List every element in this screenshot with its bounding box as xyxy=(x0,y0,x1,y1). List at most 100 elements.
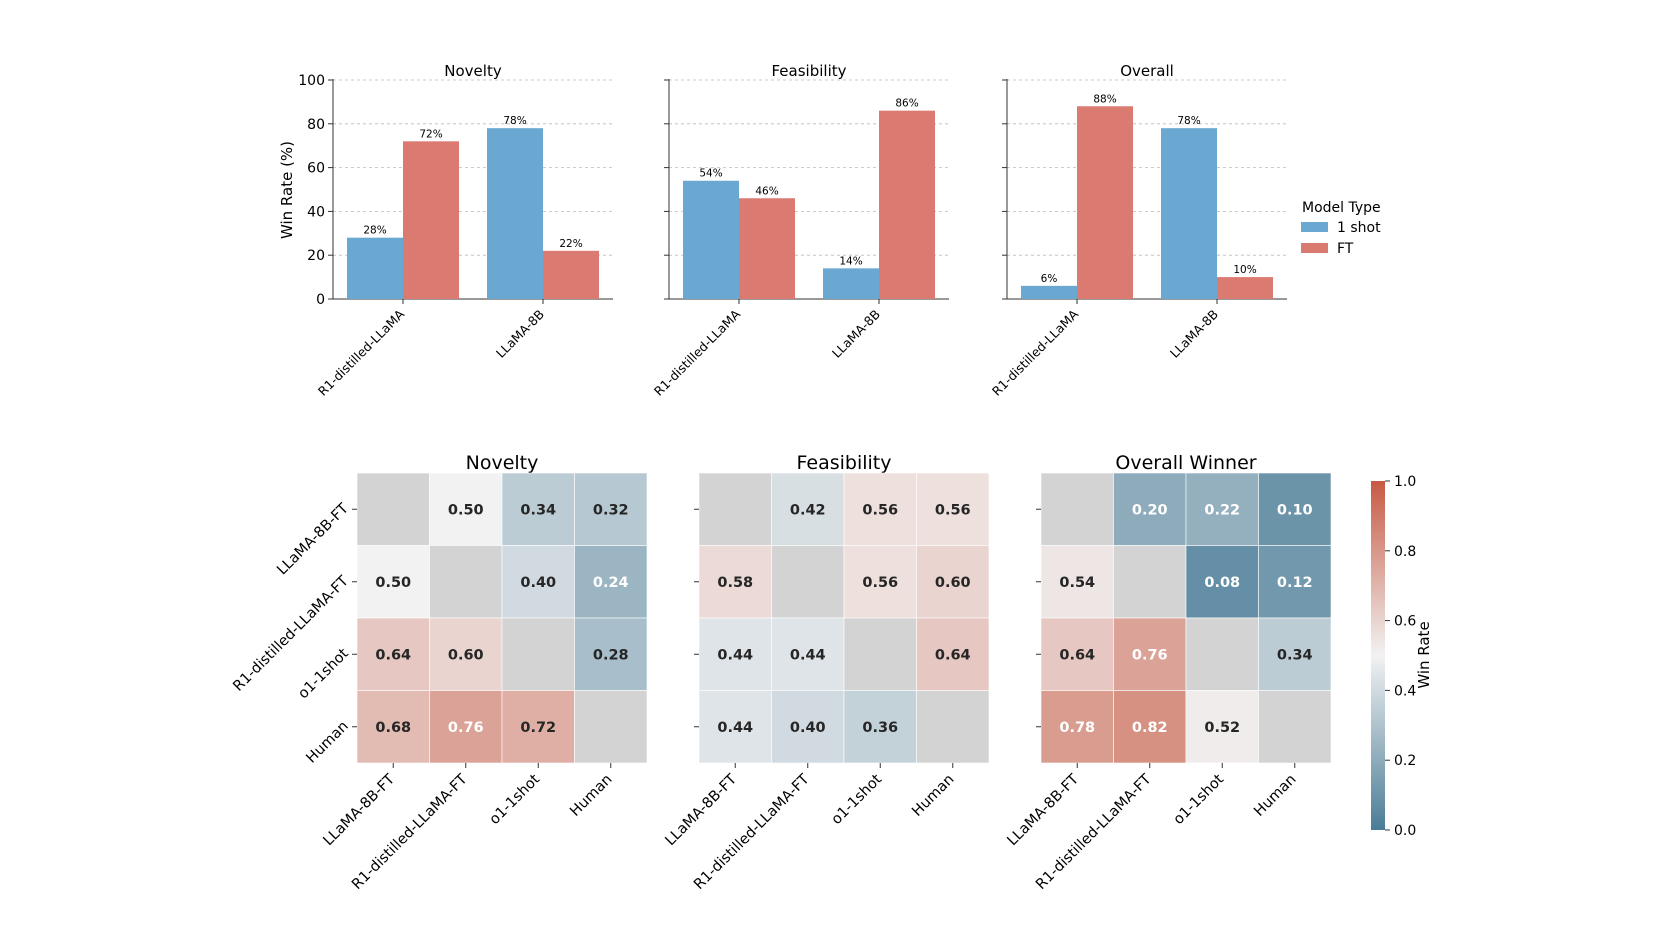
heatmap-cell-label: 0.44 xyxy=(790,647,826,663)
heatmap-cell xyxy=(698,690,772,764)
colorbar-tick-label: 0.2 xyxy=(1394,753,1416,769)
heatmap-cell xyxy=(1113,545,1187,619)
heatmap-cell xyxy=(1113,617,1187,691)
heatmap-cell-label: 0.44 xyxy=(717,647,753,663)
heatmap-x-tick-label: LLaMA-8B-FT xyxy=(1004,771,1082,849)
heatmap-cell xyxy=(771,545,845,619)
heatmap-cell-label: 0.52 xyxy=(1204,720,1240,736)
heatmap-cell-label: 0.28 xyxy=(593,647,629,663)
colorbar-tick-label: 0.6 xyxy=(1394,614,1416,630)
bar-chart-title: Novelty xyxy=(444,62,502,80)
heatmap-cell-label: 0.34 xyxy=(1277,647,1313,663)
bar-chart-title: Overall xyxy=(1120,62,1174,80)
heatmap-cell xyxy=(356,545,430,619)
heatmap-x-tick-label: Human xyxy=(909,772,957,820)
heatmap-cell-label: 0.40 xyxy=(790,720,826,736)
heatmap-cell xyxy=(429,690,503,764)
bar-ft xyxy=(879,110,935,299)
heatmap-cell-label: 0.34 xyxy=(520,502,556,518)
heatmap-cell xyxy=(1040,472,1114,546)
bar-value-label: 78% xyxy=(1177,115,1200,127)
heatmap-y-tick-label: LLaMA-8B-FT xyxy=(274,501,352,579)
bar-value-label: 28% xyxy=(363,225,386,237)
heatmap-cell-label: 0.32 xyxy=(593,502,629,518)
heatmap-cell xyxy=(429,617,503,691)
bar-ft xyxy=(1077,106,1133,299)
heatmap-cell-label: 0.20 xyxy=(1132,502,1168,518)
heatmap-cell xyxy=(1258,472,1332,546)
heatmap-x-tick-label: Human xyxy=(1251,772,1299,820)
heatmap-cell-label: 0.60 xyxy=(448,647,484,663)
heatmap-cell-label: 0.08 xyxy=(1204,575,1240,591)
colorbar xyxy=(1371,481,1385,830)
heatmap-cell xyxy=(501,690,575,764)
heatmap-cell xyxy=(574,472,648,546)
heatmap-cell xyxy=(698,545,772,619)
heatmap-cell xyxy=(1185,472,1259,546)
bar-value-label: 78% xyxy=(503,115,526,127)
heatmap-cell-label: 0.78 xyxy=(1059,720,1095,736)
heatmap-cell-label: 0.72 xyxy=(520,720,556,736)
x-tick-label: R1-distilled-LLaMA xyxy=(989,306,1082,399)
x-tick-label: R1-distilled-LLaMA xyxy=(315,306,408,399)
heatmap-cell-label: 0.56 xyxy=(862,575,898,591)
heatmap-cell xyxy=(916,472,990,546)
heatmap-cell xyxy=(698,617,772,691)
y-tick-label: 0 xyxy=(316,292,325,308)
heatmap-x-tick-label: Human xyxy=(567,772,615,820)
heatmap-cell xyxy=(843,617,917,691)
heatmap-cell xyxy=(1113,472,1187,546)
bar-ft xyxy=(739,198,795,299)
heatmap-cell-label: 0.24 xyxy=(593,575,629,591)
heatmap-cell-label: 0.82 xyxy=(1132,720,1168,736)
heatmap-x-tick-label: LLaMA-8B-FT xyxy=(320,771,398,849)
x-tick-label: LLaMA-8B xyxy=(829,307,883,361)
heatmap-cell-label: 0.44 xyxy=(717,720,753,736)
bar-value-label: 54% xyxy=(699,168,722,180)
heatmap-cell xyxy=(356,472,430,546)
heatmap-x-tick-label: o1-1shot xyxy=(1171,771,1228,828)
heatmap-cell xyxy=(916,617,990,691)
heatmap-cell xyxy=(501,472,575,546)
heatmap-cell-label: 0.64 xyxy=(935,647,971,663)
bar-value-label: 88% xyxy=(1093,93,1116,105)
heatmap-cell xyxy=(1258,545,1332,619)
heatmap-cell xyxy=(501,617,575,691)
legend-title: Model Type xyxy=(1302,200,1381,216)
bar-1-shot xyxy=(487,128,543,299)
heatmap-cell xyxy=(771,472,845,546)
heatmap-y-tick-label: Human xyxy=(304,718,352,766)
y-tick-label: 40 xyxy=(307,204,325,220)
colorbar-tick-label: 0.0 xyxy=(1394,823,1416,839)
heatmap-title: Overall Winner xyxy=(1115,452,1256,474)
y-tick-label: 60 xyxy=(307,161,325,177)
y-tick-label: 100 xyxy=(298,73,325,89)
heatmap-cell xyxy=(501,545,575,619)
heatmap-cell-label: 0.58 xyxy=(717,575,753,591)
bar-1-shot xyxy=(823,268,879,299)
legend-swatch-1-shot xyxy=(1301,222,1328,232)
heatmap-cell-label: 0.68 xyxy=(375,720,411,736)
heatmap-cell-label: 0.12 xyxy=(1277,575,1313,591)
heatmap-cell xyxy=(1185,690,1259,764)
heatmap-title: Feasibility xyxy=(797,452,892,474)
heatmap-cell-label: 0.64 xyxy=(1059,647,1095,663)
colorbar-label: Win Rate xyxy=(1415,621,1433,688)
heatmap-x-tick-label: LLaMA-8B-FT xyxy=(662,771,740,849)
bar-1-shot xyxy=(1021,285,1077,299)
legend-label: FT xyxy=(1337,241,1354,257)
bar-value-label: 6% xyxy=(1041,273,1058,285)
heatmap-cell xyxy=(356,617,430,691)
bar-value-label: 46% xyxy=(755,185,778,197)
x-tick-label: LLaMA-8B xyxy=(1167,307,1221,361)
heatmap-x-tick-label: o1-1shot xyxy=(487,771,544,828)
colorbar-tick-label: 0.4 xyxy=(1394,683,1416,699)
bar-value-label: 72% xyxy=(419,128,442,140)
heatmap-cell-label: 0.10 xyxy=(1277,502,1313,518)
heatmap-cell xyxy=(1040,617,1114,691)
heatmap-y-tick-label: o1-1shot xyxy=(295,646,352,703)
bar-ft xyxy=(1217,277,1273,299)
bar-ft xyxy=(403,141,459,299)
heatmap-cell xyxy=(1258,617,1332,691)
y-tick-label: 80 xyxy=(307,117,325,133)
